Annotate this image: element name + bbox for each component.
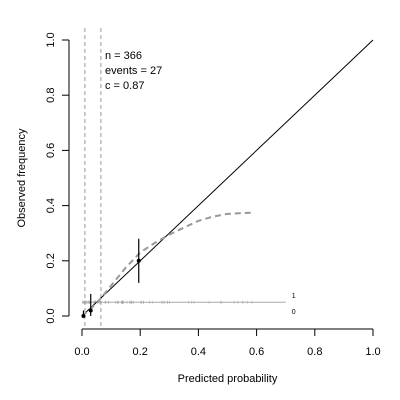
rug-label-events: 1 xyxy=(292,293,296,300)
data-point xyxy=(81,314,86,318)
vertical-cutoff-lines xyxy=(84,28,102,328)
y-tick-label: 0.0 xyxy=(45,308,57,323)
data-point xyxy=(88,308,93,313)
y-axis-ticks: 0.0 0.2 0.4 0.6 0.8 1.0 xyxy=(45,32,69,324)
reference-line xyxy=(81,39,374,317)
data-point xyxy=(136,258,141,263)
rug-label-nonevents: 0 xyxy=(292,309,296,316)
y-axis-label: Observed frequency xyxy=(16,128,28,228)
x-tick-label: 0.0 xyxy=(74,346,89,358)
statistics-annotation: n = 366 events = 27 c = 0.87 xyxy=(105,50,162,92)
x-tick-label: 1.0 xyxy=(365,346,380,358)
smooth-calibration-curve xyxy=(81,211,251,317)
rug-plot: 10 xyxy=(82,293,296,316)
y-tick-label: 0.6 xyxy=(45,143,57,158)
smooth-curve-group xyxy=(81,211,251,317)
x-tick-label: 0.4 xyxy=(191,346,206,358)
stat-events: events = 27 xyxy=(105,65,162,77)
stat-c: c = 0.87 xyxy=(105,80,144,92)
x-tick-label: 0.8 xyxy=(307,346,322,358)
y-tick-label: 1.0 xyxy=(45,32,57,47)
reference-line-group xyxy=(81,39,374,317)
y-tick-label: 0.8 xyxy=(45,88,57,103)
stat-n: n = 366 xyxy=(105,50,142,62)
y-tick-label: 0.4 xyxy=(45,198,57,213)
x-tick-label: 0.2 xyxy=(133,346,148,358)
x-axis-label: Predicted probability xyxy=(178,373,278,385)
x-tick-label: 0.6 xyxy=(249,346,264,358)
grouped-points xyxy=(81,238,141,318)
y-tick-label: 0.2 xyxy=(45,253,57,268)
x-axis-ticks: 0.0 0.2 0.4 0.6 0.8 1.0 xyxy=(74,329,381,358)
plot-frame xyxy=(68,40,373,330)
